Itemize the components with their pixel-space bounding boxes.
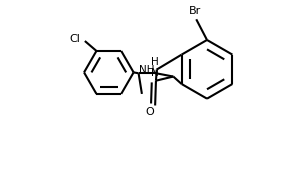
Text: Cl: Cl (70, 34, 81, 44)
Text: NH: NH (139, 65, 154, 75)
Text: Br: Br (188, 6, 201, 16)
Text: O: O (145, 107, 154, 117)
Text: N: N (151, 68, 159, 78)
Text: H: H (151, 57, 159, 67)
